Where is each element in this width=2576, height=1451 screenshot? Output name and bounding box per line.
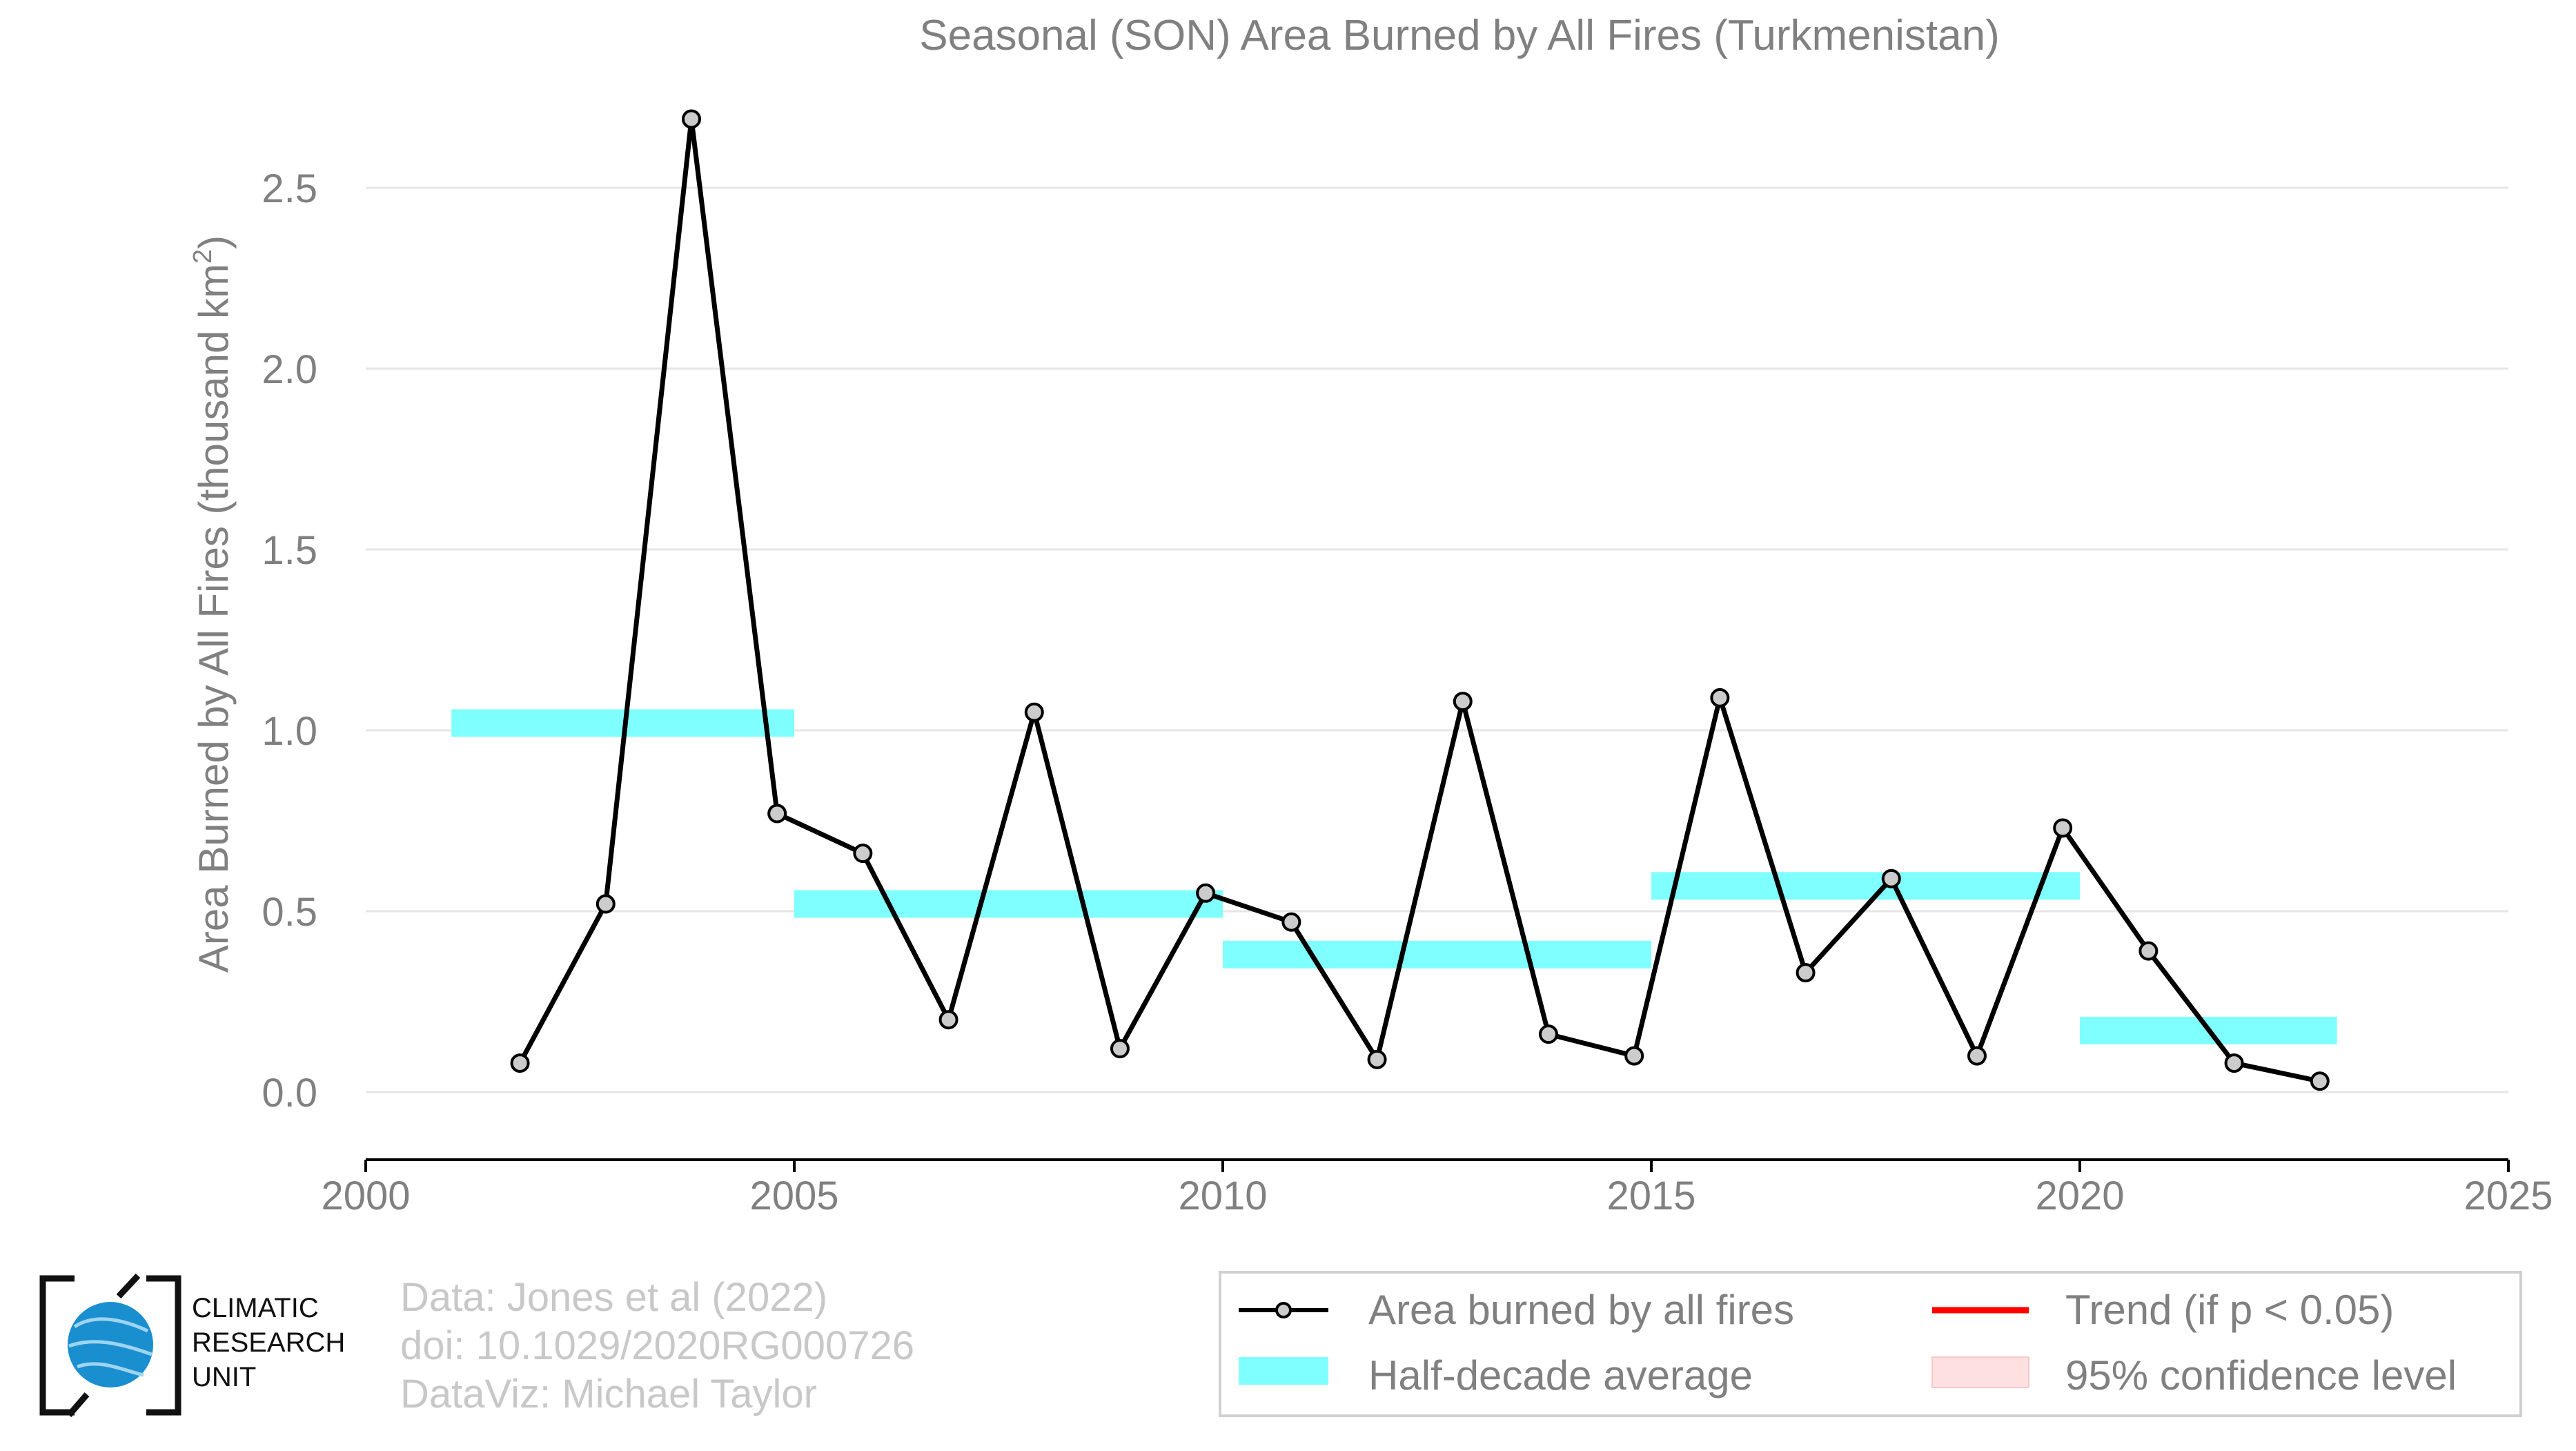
data-point	[2139, 941, 2159, 961]
data-point	[1710, 688, 1730, 708]
x-tick-label: 2025	[2464, 1174, 2553, 1218]
data-point	[938, 1010, 958, 1030]
logo-slash-bottom	[66, 1392, 90, 1417]
y-tick-label: 0.0	[262, 1071, 317, 1116]
credits-doi: doi: 10.1029/2020RG000726	[400, 1323, 914, 1368]
data-point	[1453, 692, 1473, 712]
x-axis: 2000 2005 2010 2015 2020 2025	[321, 1158, 2553, 1218]
logo-text: CLIMATIC RESEARCH UNIT	[192, 1291, 345, 1394]
y-tick-label: 2.0	[262, 347, 317, 392]
y-tick-label: 1.5	[262, 528, 317, 573]
data-point	[1281, 912, 1301, 932]
y-axis-label-close: )	[190, 235, 237, 249]
cru-logo	[39, 1273, 181, 1417]
legend-trend-label: Trend (if p < 0.05)	[2065, 1287, 2394, 1333]
x-tick-label: 2000	[321, 1174, 410, 1218]
logo-line-3: UNIT	[192, 1362, 257, 1392]
half-decade-bar	[1651, 872, 2080, 900]
chart-title: Seasonal (SON) Area Burned by All Fires …	[919, 12, 2000, 59]
data-point	[681, 109, 701, 129]
area-burned-line	[518, 116, 2321, 1084]
data-point	[1967, 1046, 1987, 1066]
legend: Area burned by all fires Trend (if p < 0…	[1219, 1271, 2522, 1417]
data-point	[510, 1053, 530, 1073]
area-series	[510, 109, 2330, 1091]
credits-dataviz: DataViz: Michael Taylor	[400, 1372, 817, 1416]
data-point	[2310, 1071, 2330, 1091]
globe-swirl-2	[68, 1340, 153, 1356]
data-point	[1196, 883, 1216, 903]
data-point	[2053, 818, 2073, 838]
half-decade-bands	[451, 709, 2337, 1044]
y-tick-label: 0.5	[262, 890, 317, 935]
data-point	[767, 804, 787, 824]
data-point	[1796, 963, 1816, 983]
data-point	[1367, 1049, 1387, 1069]
y-axis-label: Area Burned by All Fires (thousand km2)	[188, 235, 237, 973]
y-axis-label-main: Area Burned by All Fires (thousand km	[190, 264, 237, 973]
data-point	[1024, 702, 1044, 722]
legend-halfdecade-swatch	[1239, 1357, 1328, 1385]
legend-confidence-label: 95% confidence level	[2065, 1352, 2457, 1399]
y-axis-ticks: 0.0 0.5 1.0 1.5 2.0 2.5	[262, 166, 317, 1116]
legend-area-marker-swatch	[1275, 1302, 1292, 1318]
legend-box	[1219, 1271, 2522, 1417]
x-tick-label: 2010	[1178, 1174, 1267, 1218]
legend-confidence-swatch	[1931, 1356, 2029, 1388]
legend-area-label: Area burned by all fires	[1368, 1287, 1794, 1333]
x-tick-label: 2020	[2035, 1174, 2124, 1218]
y-axis-label-superscript: 2	[188, 249, 217, 264]
data-point	[596, 894, 616, 914]
logo-line-1: CLIMATIC	[192, 1293, 319, 1323]
logo-slash-top	[116, 1273, 141, 1299]
half-decade-bar	[794, 890, 1223, 918]
half-decade-bar	[1223, 940, 1651, 968]
data-point	[1881, 868, 1901, 888]
data-point	[853, 844, 873, 864]
data-point	[1538, 1024, 1558, 1044]
credits-data-source: Data: Jones et al (2022)	[400, 1275, 828, 1320]
logo-bracket-left	[39, 1275, 75, 1416]
logo-line-2: RESEARCH	[192, 1327, 346, 1358]
credits: Data: Jones et al (2022) doi: 10.1029/20…	[400, 1274, 914, 1419]
globe-swirl-3	[77, 1362, 144, 1377]
legend-halfdecade-label: Half-decade average	[1368, 1352, 1753, 1399]
globe-swirl-1	[73, 1317, 149, 1333]
x-tick-label: 2015	[1606, 1174, 1695, 1218]
data-point	[1110, 1039, 1130, 1059]
logo-bracket-right	[146, 1275, 181, 1416]
data-point	[2224, 1053, 2244, 1073]
y-tick-label: 2.5	[262, 166, 317, 211]
data-point	[1624, 1046, 1644, 1066]
x-tick-label: 2005	[749, 1174, 838, 1218]
y-tick-label: 1.0	[262, 709, 317, 754]
